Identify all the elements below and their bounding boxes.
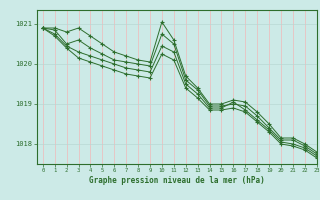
X-axis label: Graphe pression niveau de la mer (hPa): Graphe pression niveau de la mer (hPa): [89, 176, 265, 185]
